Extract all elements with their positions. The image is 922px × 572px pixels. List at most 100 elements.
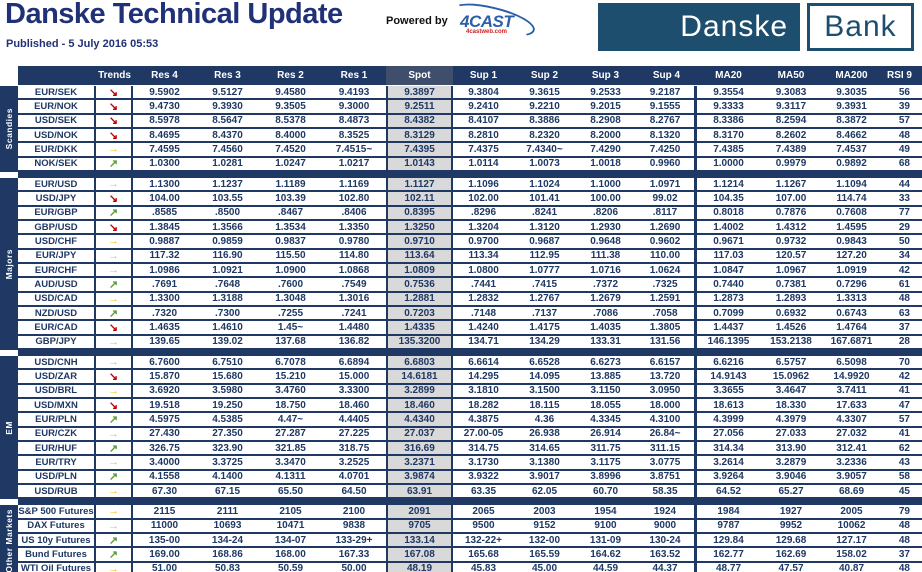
group-separator-gap	[0, 171, 18, 178]
value-res-1: 9838	[342, 520, 366, 532]
value-sup-2: 3.9017	[529, 471, 560, 483]
value-ma200: 127.17	[836, 534, 867, 546]
value-sup-3: 100.00	[590, 192, 621, 204]
value-ma200: 127.20	[836, 250, 867, 262]
value-res-4: 169.00	[149, 548, 180, 560]
value-res-3: 8.5647	[212, 115, 243, 127]
value-ma20: 129.84	[713, 534, 744, 546]
value-res-4: 3.6920	[149, 385, 180, 397]
value-spot: 0.9710	[386, 235, 453, 248]
value-sup-1: 1.1096	[468, 178, 499, 190]
value-sup-3: 164.62	[590, 548, 621, 560]
col-header-sup-4: Sup 4	[652, 70, 681, 81]
col-header-res-3: Res 3	[214, 70, 241, 81]
value-sup-1: 14.295	[468, 370, 499, 382]
trend-up-icon: ↗	[108, 534, 119, 547]
value-sup-1: 9.3804	[468, 86, 499, 98]
value-sup-4: 4.3100	[636, 413, 697, 426]
table-row: EUR/GBP ↗ .8585 .8500 .8467 .8406 0.8395 .8296.…	[18, 206, 922, 221]
value-sup-1: 134.71	[468, 336, 499, 348]
value-ma20: 9.3333	[713, 100, 744, 112]
value-res-1: 27.225	[338, 428, 370, 440]
value-sup-1: 8.4107	[468, 115, 499, 127]
value-sup-4: 1.0624	[636, 263, 697, 277]
value-sup-4: 7.4250	[636, 143, 697, 156]
value-rsi-9: 50	[898, 235, 910, 247]
value-rsi-9: 79	[898, 505, 910, 517]
value-res-1: 0.9780	[338, 235, 370, 247]
value-spot: 316.69	[386, 441, 453, 455]
value-res-3: 3.5980	[212, 385, 243, 397]
value-ma50: 1.0967	[775, 264, 807, 276]
value-ma50: 15.0962	[772, 370, 810, 382]
pair-name: GBP/JPY	[18, 335, 96, 348]
value-sup-2: 1.2767	[529, 293, 560, 305]
value-sup-1: .7148	[470, 307, 497, 319]
value-sup-3: 1.2930	[590, 221, 621, 233]
value-sup-2: 132-00	[528, 534, 561, 546]
table-row: USD/SEK ↘ 8.5978 8.5647 8.5378 8.4873 8.4382 8.…	[18, 114, 922, 129]
value-sup-2: 1.0073	[529, 158, 560, 170]
value-rsi-9: 44	[898, 178, 910, 190]
value-rsi-9: 63	[898, 307, 910, 319]
value-ma20: 1.4437	[713, 321, 744, 333]
table-row: US 10y Futures ↗ 135-00 134-24 134-07 133-29+…	[18, 533, 922, 549]
pair-name: USD/BRL	[18, 384, 96, 397]
value-rsi-9: 58	[898, 471, 910, 483]
trend-cell: ↘	[96, 398, 133, 412]
value-sup-3: 1.0018	[590, 158, 621, 170]
value-res-3: 1.3566	[212, 221, 243, 233]
value-sup-3: 1954	[594, 505, 617, 517]
value-sup-4: 110.00	[636, 249, 697, 262]
group-label-text: EM	[4, 420, 14, 435]
value-rsi-9: 61	[898, 278, 910, 290]
value-sup-3: 4.3345	[590, 413, 621, 425]
value-res-4: 9.4730	[149, 100, 180, 112]
published-date: Published - 5 July 2016 05:53	[6, 38, 159, 50]
trend-flat-icon: →	[108, 235, 119, 248]
pair-name: USD/MXN	[18, 398, 96, 412]
value-ma50: 1.4312	[775, 221, 807, 233]
trend-up-icon: ↗	[108, 548, 119, 561]
value-res-2: 9.4580	[275, 86, 306, 98]
table-row: USD/BRL → 3.6920 3.5980 3.4760 3.3300 3.2899 3.…	[18, 384, 922, 399]
value-ma20: 0.7099	[713, 307, 744, 319]
pair-name: USD/NOK	[18, 128, 96, 142]
value-ma200: 0.7296	[836, 278, 867, 290]
table-row: EUR/CAD ↘ 1.4635 1.4610 1.45~ 1.4480 1.4335 1.4…	[18, 321, 922, 336]
value-rsi-9: 70	[898, 356, 910, 368]
trend-cell: →	[96, 143, 133, 156]
value-spot: 0.8395	[386, 206, 453, 219]
value-ma20: 18.613	[713, 399, 744, 411]
value-sup-2: 26.938	[529, 428, 560, 440]
value-ma50: 0.9732	[775, 235, 807, 247]
table-row: USD/ZAR ↘ 15.870 15.680 15.210 15.000 14.6181 1…	[18, 370, 922, 385]
value-ma20: 48.77	[715, 563, 742, 572]
value-ma200: 10062	[837, 520, 866, 532]
value-spot: 6.6803	[386, 355, 453, 369]
value-ma200: 3.2336	[836, 456, 867, 468]
trend-down-icon: ↘	[108, 399, 119, 412]
value-sup-2: 101.41	[529, 192, 560, 204]
value-ma20: 3.9264	[713, 471, 744, 483]
value-ma50: 47.57	[778, 563, 804, 572]
group-rows: USD/CNH → 6.7600 6.7510 6.7078 6.6894 6.6803 6.…	[18, 355, 922, 500]
value-sup-4: 9.1555	[636, 100, 697, 113]
value-sup-4: .8117	[636, 206, 697, 219]
trend-cell: →	[96, 427, 133, 440]
value-sup-3: 133.31	[590, 336, 621, 348]
value-spot: 3.9874	[386, 470, 453, 483]
value-res-2: 0.9837	[275, 235, 306, 247]
trend-down-icon: ↘	[108, 129, 119, 142]
value-ma200: 0.6743	[836, 307, 867, 319]
value-sup-3: 0.9648	[590, 235, 621, 247]
value-spot: 8.3129	[386, 128, 453, 142]
value-res-4: 326.75	[149, 442, 180, 454]
pair-name: EUR/USD	[18, 177, 96, 191]
value-res-1: .7549	[341, 278, 367, 290]
value-res-4: 1.0986	[149, 264, 180, 276]
value-ma20: 1.0000	[713, 158, 744, 170]
pair-name: EUR/HUF	[18, 441, 96, 455]
value-rsi-9: 41	[898, 428, 910, 440]
pair-name: EUR/CAD	[18, 321, 96, 334]
